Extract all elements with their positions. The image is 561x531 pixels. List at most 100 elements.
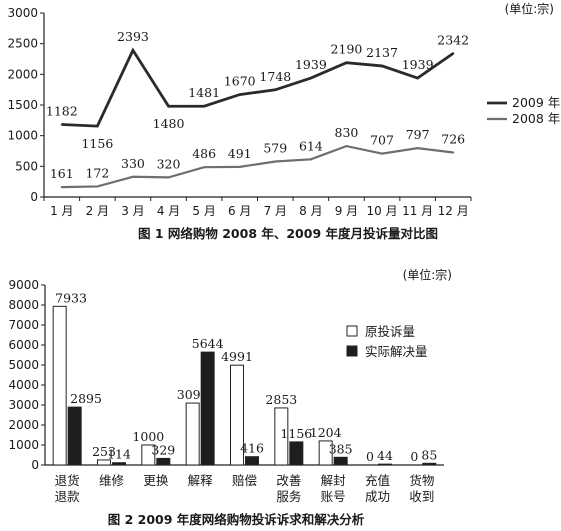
chart1-data-label: 2393 [117, 29, 149, 44]
chart2-bar [422, 462, 437, 466]
chart1-x-tick-label: 3 月 [121, 204, 144, 218]
chart1-data-label: 1480 [153, 116, 185, 131]
chart1-y-tick-label: 1500 [7, 98, 38, 112]
chart2-x-tick-label: 赔偿 [232, 473, 257, 488]
chart2-bar [156, 457, 171, 466]
chart1-point [345, 145, 348, 148]
chart1-data-label: 320 [157, 156, 181, 171]
chart2-bar [67, 406, 82, 466]
chart2-y-tick-label: 1000 [8, 438, 39, 452]
chart1-point [131, 49, 134, 52]
chart2-y-tick-label: 7000 [8, 318, 39, 332]
chart2-data-label: 1156 [280, 426, 312, 441]
chart1-y-tick-label: 2500 [7, 37, 38, 51]
chart1-axes: 0 500 1000 1500 2000 2500 3000 1 月 2 月 3 月 4 月 5 月 6… [7, 6, 472, 218]
chart1-point [203, 166, 206, 169]
chart2-data-label: 329 [151, 442, 175, 457]
chart1-x-tick-label: 12 月 [438, 204, 469, 218]
chart2-caption: 图 2 2009 年度网络购物投诉诉求和解决分析 [108, 512, 365, 527]
chart2-legend-swatch [346, 325, 358, 337]
chart1-point [416, 77, 419, 80]
chart1-point [309, 77, 312, 80]
chart2-bar [52, 305, 67, 466]
chart1-point [452, 52, 455, 55]
chart1-series-line [61, 47, 455, 128]
chart1-point [96, 125, 99, 128]
chart2-bar [318, 440, 333, 466]
chart1-point [167, 176, 170, 179]
chart2-x-tick-label: 服务 [276, 489, 301, 504]
chart2-data-label: 0 [410, 449, 418, 464]
chart1-point [131, 175, 134, 178]
chart1-point [309, 158, 312, 161]
chart2-data-label: 5644 [192, 336, 224, 351]
chart2-data-label: 2895 [70, 391, 102, 406]
chart1-point [60, 123, 63, 126]
chart1-x-tick-label: 2 月 [86, 204, 109, 218]
chart2-legend-swatch [346, 345, 358, 357]
chart2-bar [112, 462, 126, 466]
chart2-bar [141, 444, 156, 466]
chart2-data-label: 0 [366, 449, 374, 464]
chart2-data-label: 1000 [132, 429, 164, 444]
chart1-x-tick-label: 4 月 [157, 204, 180, 218]
chart1-point [167, 105, 170, 108]
chart1-data-labels: 1182 1156 2393 1480 1481 1670 1748 1939 2190 2137… [46, 29, 469, 181]
chart2-bar [185, 402, 200, 466]
chart2-bar [289, 441, 304, 466]
chart2-data-label: 44 [377, 448, 393, 463]
chart2-data-label: 114 [107, 447, 131, 462]
chart1-x-tick-label: 9 月 [335, 204, 358, 218]
chart1-series-lines [60, 47, 455, 189]
line-chart: (单位:宗) 0 500 1000 1500 2000 2500 3000 1 月 2 月 3 月… [7, 1, 560, 241]
chart2-legend-label: 原投诉量 [365, 324, 415, 339]
chart1-data-label: 486 [192, 146, 216, 161]
chart2-x-tick-label: 维修 [99, 473, 125, 488]
bar-chart: (单位:宗) 0 1000 2000 3000 4000 5000 6000 7000 8000… [8, 267, 452, 527]
chart2-data-label: 7933 [55, 290, 87, 305]
chart1-point [238, 165, 241, 168]
chart1-data-label: 2190 [331, 42, 363, 57]
chart1-point [452, 151, 455, 154]
chart2-legend-label: 实际解决量 [365, 344, 428, 359]
chart1-caption: 图 1 网络购物 2008 年、2009 年度月投诉量对比图 [138, 226, 438, 241]
chart2-x-tick-label: 解释 [188, 473, 214, 488]
chart1-data-label: 1670 [224, 74, 256, 89]
chart2-y-tick-label: 5000 [8, 358, 39, 372]
chart2-bar [97, 459, 111, 466]
chart1-series-line [61, 144, 454, 189]
chart1-data-label: 1182 [46, 104, 78, 119]
chart2-data-label: 85 [421, 447, 437, 462]
chart2-data-label: 2853 [265, 392, 297, 407]
chart1-point [238, 93, 241, 96]
chart1-x-tick-label: 10 月 [366, 204, 397, 218]
chart1-legend-label: 2009 年 [512, 95, 560, 110]
chart2-bar [333, 456, 348, 466]
chart1-point [381, 64, 384, 67]
chart1-x-tick-label: 7 月 [264, 204, 287, 218]
chart1-data-label: 491 [228, 146, 252, 161]
chart1-data-label: 1481 [188, 85, 220, 100]
chart2-bars [52, 305, 437, 466]
chart1-data-label: 2342 [437, 32, 469, 47]
chart1-point [416, 147, 419, 150]
chart2-x-tick-label: 货物 [409, 473, 434, 488]
chart2-y-tick-label: 3000 [8, 398, 39, 412]
chart1-x-tick-label: 8 月 [299, 204, 322, 218]
chart2-x-tick-label: 账号 [321, 489, 346, 504]
chart1-y-tick-label: 2000 [7, 67, 38, 81]
chart2-data-label: 416 [240, 441, 264, 456]
chart1-y-tick-label: 3000 [7, 6, 38, 20]
chart1-data-label: 161 [50, 166, 74, 181]
chart2-x-tick-label: 成功 [365, 489, 390, 504]
chart1-x-tick-label: 5 月 [192, 204, 215, 218]
chart2-data-label: 4991 [221, 349, 253, 364]
chart1-point [60, 186, 63, 189]
chart2-axes: 0 1000 2000 3000 4000 5000 6000 7000 8000 9000 退货退… [8, 278, 444, 504]
chart1-data-label: 1748 [259, 69, 291, 84]
chart1-legend-label: 2008 年 [512, 111, 560, 126]
chart2-x-tick-label: 收到 [409, 489, 434, 504]
chart2-y-tick-label: 9000 [8, 278, 39, 292]
